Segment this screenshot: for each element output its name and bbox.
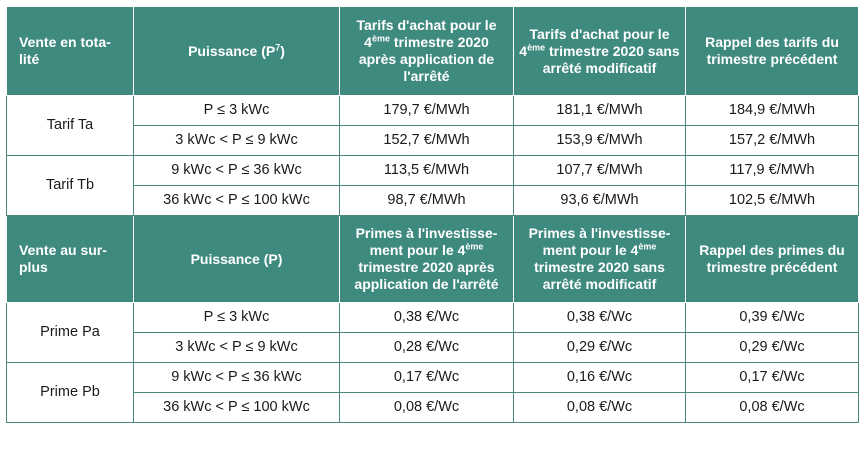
header-vente-totalite: Vente en tota-lité — [6, 6, 134, 96]
header-rappel-primes: Rappel des primes du trimestre précédent — [685, 215, 859, 303]
cell-value: 93,6 €/MWh — [513, 185, 686, 216]
header-rappel-tarifs: Rappel des tarifs du trimestre précédent — [685, 6, 859, 96]
group-label-tarif-ta: Tarif Ta — [6, 95, 134, 156]
cell-value: 0,16 €/Wc — [513, 362, 686, 393]
cell-puissance: 3 kWc < P ≤ 9 kWc — [133, 125, 340, 156]
group-label-prime-pb: Prime Pb — [6, 362, 134, 423]
table-row: Prime Pb 9 kWc < P ≤ 36 kWc 0,17 €/Wc 0,… — [6, 362, 859, 423]
table-row: 36 kWc < P ≤ 100 kWc 98,7 €/MWh 93,6 €/M… — [7, 185, 859, 216]
cell-puissance: 36 kWc < P ≤ 100 kWc — [133, 185, 340, 216]
cell-value: 0,38 €/Wc — [339, 302, 514, 333]
cell-puissance: 9 kWc < P ≤ 36 kWc — [133, 362, 340, 393]
table-row: 36 kWc < P ≤ 100 kWc 0,08 €/Wc 0,08 €/Wc… — [7, 392, 859, 423]
header-tarifs-apres-arrete: Tarifs d'achat pour le 4ème trimestre 20… — [339, 6, 514, 96]
header-puissance: Puissance (P) — [133, 215, 340, 303]
cell-value: 0,08 €/Wc — [685, 392, 859, 423]
cell-value: 0,08 €/Wc — [339, 392, 514, 423]
group-label-tarif-tb: Tarif Tb — [6, 155, 134, 216]
tariff-table: Vente en tota-lité Puissance (P7) Tarifs… — [6, 6, 859, 423]
table-row: Prime Pa P ≤ 3 kWc 0,38 €/Wc 0,38 €/Wc 0… — [6, 302, 859, 363]
cell-puissance: 36 kWc < P ≤ 100 kWc — [133, 392, 340, 423]
cell-value: 0,17 €/Wc — [685, 362, 859, 393]
table-row: Tarif Ta P ≤ 3 kWc 179,7 €/MWh 181,1 €/M… — [6, 95, 859, 156]
cell-value: 0,29 €/Wc — [685, 332, 859, 363]
cell-value: 0,39 €/Wc — [685, 302, 859, 333]
cell-puissance: 3 kWc < P ≤ 9 kWc — [133, 332, 340, 363]
header-row-primes: Vente au sur-plus Puissance (P) Primes à… — [6, 215, 859, 303]
header-tarifs-sans-arrete: Tarifs d'achat pour le 4ème trimestre 20… — [513, 6, 686, 96]
cell-value: 184,9 €/MWh — [685, 95, 859, 126]
cell-value: 181,1 €/MWh — [513, 95, 686, 126]
cell-value: 153,9 €/MWh — [513, 125, 686, 156]
cell-puissance: 9 kWc < P ≤ 36 kWc — [133, 155, 340, 186]
cell-value: 98,7 €/MWh — [339, 185, 514, 216]
cell-value: 179,7 €/MWh — [339, 95, 514, 126]
cell-value: 113,5 €/MWh — [339, 155, 514, 186]
tariff-table-container: Vente en tota-lité Puissance (P7) Tarifs… — [6, 6, 859, 423]
cell-puissance: P ≤ 3 kWc — [133, 302, 340, 333]
cell-value: 152,7 €/MWh — [339, 125, 514, 156]
cell-value: 157,2 €/MWh — [685, 125, 859, 156]
table-row: Tarif Tb 9 kWc < P ≤ 36 kWc 113,5 €/MWh … — [6, 155, 859, 216]
table-row: 3 kWc < P ≤ 9 kWc 152,7 €/MWh 153,9 €/MW… — [7, 125, 859, 156]
header-primes-sans-arrete: Primes à l'investisse-ment pour le 4ème … — [513, 215, 686, 303]
cell-value: 0,29 €/Wc — [513, 332, 686, 363]
header-puissance: Puissance (P7) — [133, 6, 340, 96]
cell-value: 0,17 €/Wc — [339, 362, 514, 393]
cell-value: 102,5 €/MWh — [685, 185, 859, 216]
group-label-prime-pa: Prime Pa — [6, 302, 134, 363]
header-row-tarifs: Vente en tota-lité Puissance (P7) Tarifs… — [6, 6, 859, 96]
cell-value: 0,08 €/Wc — [513, 392, 686, 423]
table-row: 3 kWc < P ≤ 9 kWc 0,28 €/Wc 0,29 €/Wc 0,… — [7, 332, 859, 363]
cell-puissance: P ≤ 3 kWc — [133, 95, 340, 126]
cell-value: 0,38 €/Wc — [513, 302, 686, 333]
cell-value: 107,7 €/MWh — [513, 155, 686, 186]
cell-value: 0,28 €/Wc — [339, 332, 514, 363]
header-primes-apres-arrete: Primes à l'investisse-ment pour le 4ème … — [339, 215, 514, 303]
cell-value: 117,9 €/MWh — [685, 155, 859, 186]
header-vente-surplus: Vente au sur-plus — [6, 215, 134, 303]
